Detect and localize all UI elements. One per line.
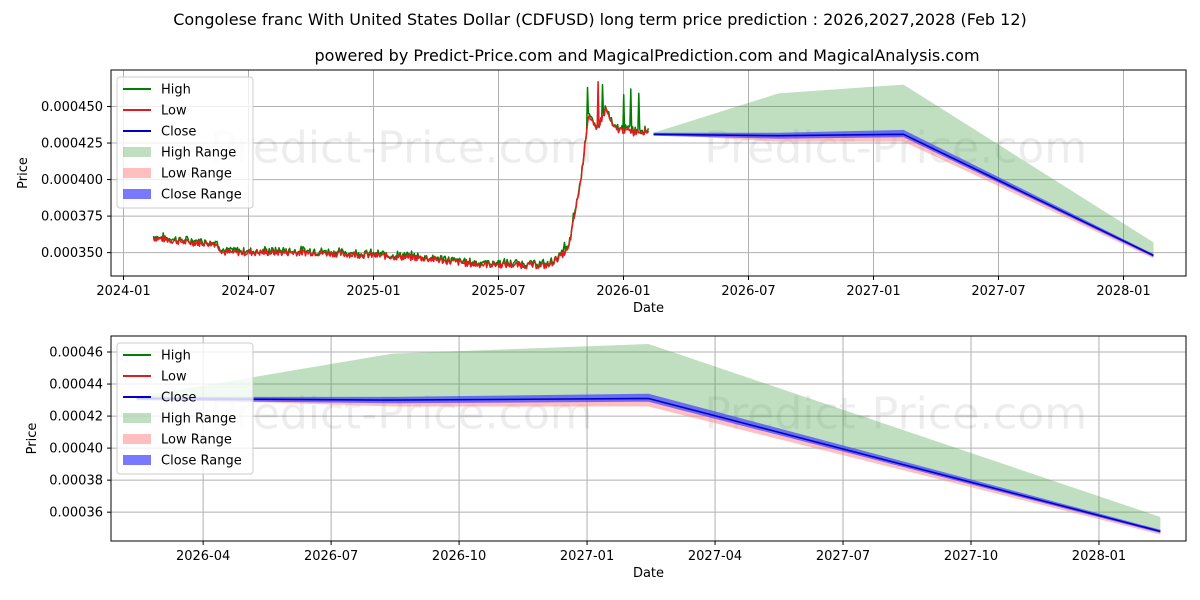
bottom-ticks: 2026-04 2026-07 2026-10 2027-01 2027-04 2027-… <box>49 346 1126 564</box>
top-close-line <box>653 133 1154 257</box>
top-ytick-label: 0.000375 <box>41 210 103 225</box>
top-low-line <box>152 80 650 270</box>
bottom-plot-area <box>136 344 1161 535</box>
top-ytick-label: 0.000350 <box>41 246 103 261</box>
bottom-ytick-label: 0.00046 <box>49 346 103 361</box>
top-legend-label-close: Close <box>161 125 196 140</box>
top-xtick-label: 2027-07 <box>971 284 1025 299</box>
top-legend-label-low: Low <box>161 104 187 119</box>
top-xtick-label: 2024-07 <box>221 284 275 299</box>
bottom-xtick-label: 2026-10 <box>432 549 486 564</box>
top-legend: High Low Close High Range Low Range Close Ran… <box>116 76 254 209</box>
bottom-xtick-label: 2028-01 <box>1072 549 1126 564</box>
top-legend-swatch-low_range <box>123 168 151 178</box>
top-axes-frame <box>110 69 1187 277</box>
top-legend-label-low_range: Low Range <box>161 167 232 182</box>
top-ticks: 2024-01 2024-07 2025-01 2025-07 2026-01 2026-… <box>41 100 1151 299</box>
top-y-axis-label: Price <box>16 157 31 189</box>
top-legend-label-close_range: Close Range <box>161 188 242 203</box>
top-legend-swatch-close_range <box>123 189 151 199</box>
bottom-legend-swatch-close_range <box>123 455 151 465</box>
bottom-ytick-label: 0.00042 <box>49 410 103 425</box>
bottom-xtick-label: 2027-07 <box>816 549 870 564</box>
bottom-xtick-label: 2026-07 <box>304 549 358 564</box>
top-ytick-label: 0.000400 <box>41 173 103 188</box>
top-xtick-label: 2025-01 <box>346 284 400 299</box>
top-xtick-label: 2025-07 <box>471 284 525 299</box>
bottom-legend-swatch-high_range <box>123 413 151 423</box>
bottom-grid <box>111 336 1186 541</box>
bottom-xtick-label: 2027-01 <box>560 549 614 564</box>
bottom-xtick-label: 2027-10 <box>944 549 998 564</box>
price-history-panel: Predict-Price.com Predict-Price.com2024-0… <box>16 69 1187 316</box>
bottom-xtick-label: 2027-04 <box>688 549 742 564</box>
chart-subtitle: powered by Predict-Price.com and Magical… <box>314 46 979 65</box>
bottom-ytick-label: 0.00036 <box>49 506 103 521</box>
bottom-high-range-band <box>136 344 1161 532</box>
bottom-legend-label-high_range: High Range <box>161 412 236 427</box>
bottom-legend: High Low Close High Range Low Range Close Ran… <box>116 342 254 475</box>
top-xtick-label: 2024-01 <box>96 284 150 299</box>
bottom-legend-label-low_range: Low Range <box>161 433 232 448</box>
bottom-legend-label-high: High <box>161 349 191 364</box>
top-ytick-label: 0.000425 <box>41 137 103 152</box>
top-x-axis-label: Date <box>633 301 664 316</box>
top-watermark-text: Predict-Price.com <box>210 123 593 174</box>
top-legend-swatch-high_range <box>123 147 151 157</box>
top-ytick-label: 0.000450 <box>41 100 103 115</box>
top-legend-label-high_range: High Range <box>161 146 236 161</box>
top-grid <box>111 70 1186 276</box>
bottom-close-line <box>136 397 1161 533</box>
top-xtick-label: 2026-07 <box>721 284 775 299</box>
bottom-ytick-label: 0.00044 <box>49 378 103 393</box>
top-plot-area <box>152 80 1154 270</box>
top-xtick-label: 2027-01 <box>846 284 900 299</box>
bottom-legend-label-low: Low <box>161 370 187 385</box>
bottom-legend-label-close: Close <box>161 391 196 406</box>
top-high-range-band <box>653 84 1154 256</box>
bottom-legend-label-close_range: Close Range <box>161 454 242 469</box>
chart-title: Congolese franc With United States Dolla… <box>173 10 1027 29</box>
bottom-xtick-label: 2026-04 <box>176 549 230 564</box>
bottom-y-axis-label: Price <box>25 423 40 455</box>
bottom-ytick-label: 0.00038 <box>49 474 103 489</box>
top-legend-label-high: High <box>161 83 191 98</box>
forecast-zoom-panel: Predict-Price.com Predict-Price.com2026-0… <box>25 335 1187 581</box>
top-xtick-label: 2026-01 <box>596 284 650 299</box>
bottom-x-axis-label: Date <box>633 566 664 581</box>
bottom-ytick-label: 0.00040 <box>49 442 103 457</box>
top-xtick-label: 2028-01 <box>1096 284 1150 299</box>
bottom-axes-frame <box>110 335 1187 542</box>
bottom-legend-swatch-low_range <box>123 434 151 444</box>
